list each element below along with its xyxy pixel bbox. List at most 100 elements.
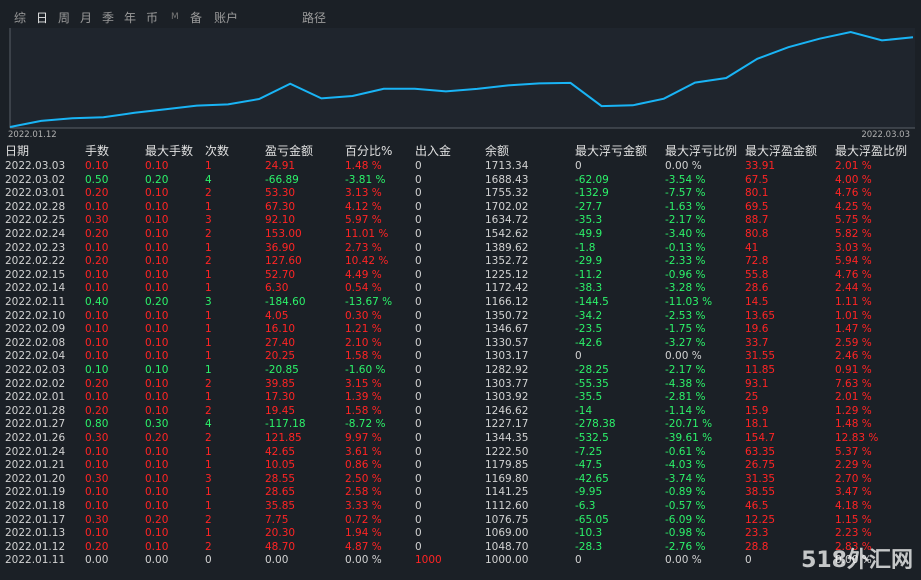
table-cell: 2022.02.24 (5, 228, 66, 240)
table-cell: 0 (415, 200, 422, 213)
tab[interactable]: 币 (146, 11, 159, 25)
table-cell: 0.10 (145, 404, 169, 417)
table-cell: 17.30 (265, 391, 296, 404)
table-cell: 0.10 (85, 364, 109, 376)
table-cell: 1.47 % (835, 323, 872, 336)
table-cell: 1702.02 (485, 200, 529, 213)
table-cell: 0.10 (145, 241, 169, 254)
tab[interactable]: 路径 (302, 11, 327, 25)
table-cell: 2022.01.11 (5, 554, 66, 567)
table-cell: -11.2 (575, 268, 603, 281)
table-cell: 1 (205, 350, 212, 363)
tab[interactable]: 备 (190, 11, 203, 25)
tab[interactable]: 季 (102, 11, 115, 25)
table-cell: 2022.01.19 (5, 486, 66, 499)
table-cell: -66.89 (265, 173, 299, 186)
tab[interactable]: 年 (124, 11, 137, 25)
table-cell: 2.83 % (835, 540, 872, 553)
table-cell: 0.30 (85, 513, 109, 526)
table-cell: 0 (415, 540, 422, 553)
table-cell: -0.89 % (665, 486, 706, 499)
table-cell: 0.30 (85, 432, 109, 444)
table-cell: -8.72 % (345, 418, 386, 431)
table-cell: 28.65 (265, 486, 296, 499)
table-cell: -1.60 % (345, 364, 386, 376)
table-cell: 5.75 % (835, 214, 872, 227)
table-cell: 5.37 % (835, 445, 872, 458)
table-cell: 0.10 (85, 160, 109, 172)
tab[interactable]: 综 (14, 11, 27, 25)
table-cell: 1 (205, 282, 212, 295)
table-cell: 11.85 (745, 364, 776, 376)
table-cell: 1.58 % (345, 404, 382, 417)
table-cell: 1 (205, 486, 212, 499)
table-cell: 1303.77 (485, 377, 529, 390)
table-cell: 0.00 (265, 554, 289, 567)
table-cell: 2022.03.03 (5, 160, 66, 172)
tab[interactable]: 日 (36, 11, 49, 25)
table-cell: -0.61 % (665, 445, 706, 458)
table-cell: 28.55 (265, 472, 296, 485)
tab[interactable]: 月 (80, 11, 93, 25)
balance-line (9, 30, 914, 128)
table-cell: -3.27 % (665, 336, 706, 349)
table-cell: 0.10 (145, 459, 169, 472)
table-cell: 2 (205, 377, 212, 390)
table-cell: 2.46 % (835, 350, 872, 363)
table-cell: 0.10 (85, 309, 109, 322)
table-cell: 1542.62 (485, 228, 529, 240)
table-cell: 0.10 (145, 364, 169, 376)
table-cell: 2 (205, 228, 212, 240)
table-cell: 0 (205, 554, 212, 567)
tab[interactable]: 周 (58, 11, 71, 25)
table-cell: -1.63 % (665, 200, 706, 213)
table-cell: 0.00 (145, 554, 169, 567)
column-header: 日期 (5, 144, 30, 158)
column-header: 盈亏金额 (265, 144, 314, 158)
table-cell: 2022.02.02 (5, 377, 66, 390)
table-cell: 153.00 (265, 228, 302, 240)
table-cell: 2022.01.21 (5, 459, 66, 472)
table-cell: 0 (415, 160, 422, 172)
tab[interactable]: 账户 (214, 11, 239, 25)
table-cell: 0.00 % (345, 554, 382, 567)
table-cell: 2022.02.14 (5, 282, 66, 295)
table-cell: 80.8 (745, 228, 769, 240)
table-cell: 2022.01.24 (5, 445, 66, 458)
table-cell: 0 (415, 472, 422, 485)
table-cell: -28.25 (575, 364, 609, 376)
table-cell: -2.81 % (665, 391, 706, 404)
table-cell: 0.10 (85, 391, 109, 404)
table-cell: 2022.03.02 (5, 173, 66, 186)
table-cell: 1344.35 (485, 432, 529, 444)
table-cell: 0.10 (145, 187, 169, 200)
table-cell: -28.3 (575, 540, 603, 553)
table-cell: -47.5 (575, 459, 603, 472)
table-cell: 4 (205, 173, 212, 186)
table-cell: 2022.01.17 (5, 513, 66, 526)
tab[interactable]: M (171, 12, 179, 22)
table-cell: 0.20 (145, 296, 169, 308)
table-cell: -2.76 % (665, 540, 706, 553)
table-cell: 0 (415, 377, 422, 390)
table-cell: 2022.02.23 (5, 241, 66, 254)
table-cell: 0.20 (85, 404, 109, 417)
table-cell: 1246.62 (485, 404, 529, 417)
table-cell: -29.9 (575, 255, 603, 268)
table-cell: 1.94 % (345, 527, 382, 540)
table-cell: 24.91 (265, 160, 296, 172)
table-cell: 92.10 (265, 214, 296, 227)
table-cell: 0.10 (145, 214, 169, 227)
table-cell: 1 (205, 391, 212, 404)
table-cell: 55.8 (745, 268, 769, 281)
table-cell: 18.1 (745, 418, 769, 431)
table-cell: 2 (205, 187, 212, 200)
table-cell: 1 (205, 336, 212, 349)
table-cell: -7.25 (575, 445, 603, 458)
table-cell: 1346.67 (485, 323, 529, 336)
table-cell: -20.85 (265, 364, 299, 376)
table-cell: 2022.01.27 (5, 418, 66, 431)
table-cell: 11.01 % (345, 228, 389, 240)
table-cell: 0.40 (85, 296, 109, 308)
table-cell: 0.86 % (345, 459, 382, 472)
